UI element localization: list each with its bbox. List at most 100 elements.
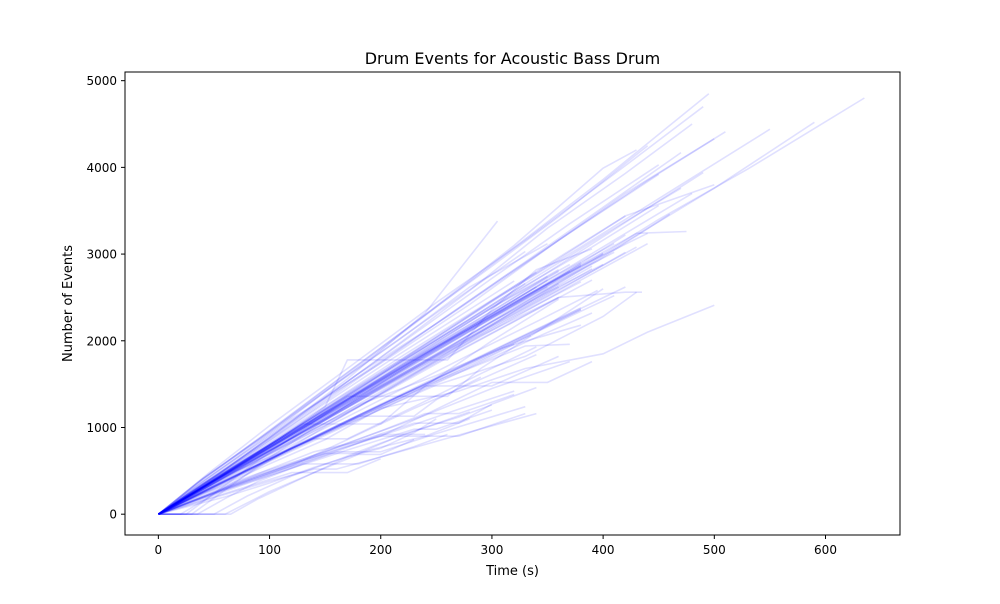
series-line-55 — [157, 263, 604, 515]
series-line-78 — [158, 418, 470, 515]
series-line-37 — [157, 265, 593, 515]
series-line-43 — [158, 282, 559, 515]
series-line-82 — [158, 404, 493, 515]
series-line-90 — [158, 418, 437, 516]
series-line-52 — [157, 248, 593, 515]
series-line-12 — [157, 151, 682, 515]
series-line-56 — [157, 286, 559, 515]
series-line-57 — [158, 279, 593, 515]
series-line-70 — [158, 343, 570, 515]
series-line-17 — [157, 173, 660, 515]
x-tick-label: 200 — [369, 543, 392, 557]
y-tick-label: 5000 — [86, 74, 117, 88]
series-line-36 — [157, 271, 537, 515]
series-line-23 — [158, 213, 671, 515]
y-tick-label: 2000 — [86, 334, 117, 348]
series-line-31 — [157, 263, 582, 515]
series-line-69 — [158, 376, 482, 515]
series-line-46 — [157, 251, 615, 515]
series-line-79 — [158, 386, 537, 515]
series-line-47 — [157, 246, 637, 515]
series-line-9 — [157, 123, 693, 515]
plot-frame — [124, 71, 901, 536]
series-line-10 — [157, 145, 649, 515]
series-line-26 — [157, 234, 626, 515]
series-line-33 — [157, 253, 604, 515]
series-line-61 — [158, 294, 615, 515]
series-line-89 — [158, 411, 470, 516]
series-line-19 — [157, 215, 626, 515]
x-axis: 0 100 200 300 400 500 600 — [155, 535, 837, 557]
series-line-6 — [157, 149, 637, 515]
series-line-53 — [157, 298, 560, 515]
x-tick-label: 300 — [480, 543, 503, 557]
series-line-16 — [157, 187, 682, 515]
series-line-40 — [157, 275, 548, 515]
series-line-20 — [157, 230, 687, 515]
series-line-88 — [158, 438, 415, 516]
series-line-25 — [157, 262, 582, 515]
series-line-7 — [157, 131, 726, 515]
series-line-72 — [158, 355, 559, 515]
series-line-44 — [157, 286, 548, 515]
series-line-5 — [158, 121, 815, 515]
series-line-1 — [157, 93, 710, 515]
series-line-49 — [158, 291, 642, 516]
series-line-71 — [158, 343, 515, 515]
y-tick-label: 0 — [109, 508, 117, 522]
series-line-58 — [158, 289, 598, 515]
series-line-66 — [158, 334, 532, 515]
series-line-74 — [158, 353, 537, 515]
series-line-34 — [157, 250, 526, 515]
series-line-27 — [157, 242, 615, 515]
series-line-54 — [157, 288, 604, 515]
series-line-48 — [157, 279, 548, 515]
y-tick-label: 3000 — [86, 248, 117, 262]
series-line-24 — [158, 242, 648, 515]
series-line-41 — [157, 270, 571, 515]
series-line-13 — [157, 171, 704, 515]
series-line-51 — [158, 263, 571, 516]
series-line-83 — [158, 433, 448, 515]
series-line-76 — [158, 393, 515, 515]
series-line-93 — [158, 291, 637, 515]
series-line-3 — [157, 106, 704, 515]
series-line-59 — [157, 281, 582, 515]
y-axis: 0 1000 2000 3000 4000 5000 — [86, 74, 125, 522]
y-tick-label: 4000 — [86, 161, 117, 175]
x-tick-label: 0 — [155, 543, 163, 557]
series-line-22 — [157, 204, 660, 515]
series-line-35 — [157, 265, 582, 515]
series-line-38 — [157, 270, 560, 515]
series-line-29 — [157, 252, 604, 515]
series-line-2 — [158, 97, 865, 515]
series-line-50 — [158, 232, 648, 516]
series-line-91 — [158, 304, 715, 515]
y-tick-label: 1000 — [86, 421, 117, 435]
series-line-84 — [158, 412, 526, 515]
x-tick-label: 600 — [814, 543, 837, 557]
series-line-21 — [157, 243, 548, 515]
x-axis-label: Time (s) — [485, 564, 539, 579]
x-tick-label: 500 — [703, 543, 726, 557]
x-tick-label: 400 — [592, 543, 615, 557]
series-line-18 — [157, 192, 693, 515]
series-line-62 — [158, 296, 559, 515]
series-line-73 — [158, 360, 593, 515]
series-line-45 — [157, 280, 515, 515]
series-line-81 — [158, 433, 426, 515]
series-line-67 — [158, 308, 582, 515]
series-line-15 — [157, 164, 660, 515]
series-line-14 — [157, 183, 715, 515]
series-line-92 — [158, 324, 582, 515]
series-line-4 — [157, 138, 715, 515]
series-line-28 — [157, 269, 559, 515]
series-line-11 — [157, 220, 499, 515]
x-tick-label: 100 — [258, 543, 281, 557]
series-line-85 — [158, 457, 382, 515]
series-line-77 — [158, 390, 515, 515]
series-line-39 — [157, 282, 526, 515]
series-line-32 — [157, 268, 593, 515]
